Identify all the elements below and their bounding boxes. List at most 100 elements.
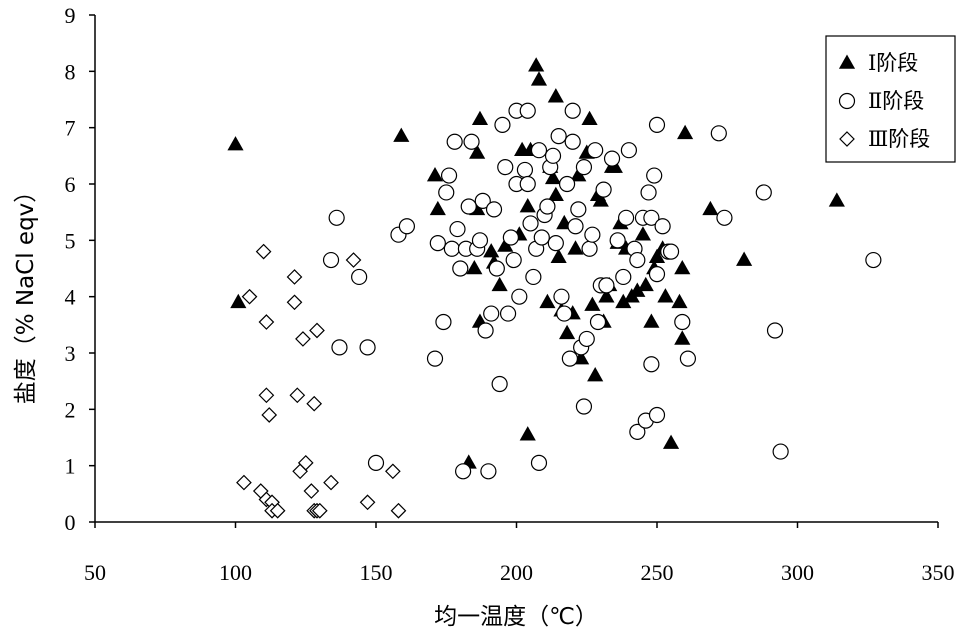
y-tick-label: 9 bbox=[65, 3, 76, 28]
stage-2-point bbox=[446, 133, 463, 150]
stage-2-point bbox=[539, 198, 556, 215]
stage-1-point bbox=[230, 293, 247, 309]
stage-2-point bbox=[480, 463, 497, 480]
stage-3-point bbox=[295, 331, 311, 347]
legend-label-3: Ⅲ阶段 bbox=[868, 127, 930, 151]
stage-2-point bbox=[494, 116, 511, 133]
stage-2-point bbox=[443, 240, 460, 257]
stage-1-point bbox=[519, 426, 536, 441]
y-tick-label: 5 bbox=[65, 228, 76, 253]
stage-2-point bbox=[483, 305, 500, 322]
x-axis-title: 均一温度（℃） bbox=[434, 604, 598, 630]
stage-2-point bbox=[426, 350, 444, 367]
stage-3-point bbox=[323, 474, 339, 491]
stage-2-point bbox=[331, 339, 348, 356]
stage-2-point bbox=[455, 463, 472, 480]
stage-1-point bbox=[634, 226, 652, 241]
series-1 bbox=[227, 57, 845, 469]
stage-3-point bbox=[297, 455, 314, 471]
stage-3-point bbox=[311, 502, 328, 519]
stage-1-point bbox=[592, 192, 609, 207]
stage-2-point bbox=[643, 356, 660, 373]
stage-2-point bbox=[620, 142, 638, 159]
stage-1-point bbox=[227, 136, 244, 151]
x-tick-label: 350 bbox=[922, 560, 955, 585]
stage-2-point bbox=[755, 184, 772, 201]
stage-2-point bbox=[367, 454, 385, 471]
stage-1-point bbox=[466, 260, 483, 275]
stage-2-point bbox=[429, 235, 446, 252]
axes bbox=[94, 15, 938, 523]
stage-2-point bbox=[530, 142, 548, 159]
stage-2-point bbox=[511, 288, 528, 305]
legend: Ⅰ阶段 Ⅱ阶段 Ⅲ阶段 bbox=[825, 35, 956, 163]
stage-1-point bbox=[539, 293, 556, 309]
stage-2-point bbox=[629, 423, 646, 440]
stage-3-point bbox=[261, 407, 278, 423]
stage-2-point bbox=[766, 322, 784, 339]
stage-2-point bbox=[575, 398, 593, 415]
stage-2-point bbox=[547, 235, 564, 252]
stage-1-point bbox=[426, 167, 444, 182]
stage-2-point bbox=[654, 218, 671, 235]
stage-2-point bbox=[772, 443, 789, 460]
stage-2-point bbox=[646, 167, 663, 184]
stage-1-point bbox=[559, 324, 576, 340]
stage-1-point bbox=[429, 200, 446, 216]
stage-1-point bbox=[736, 251, 753, 266]
ticks: 50 100 150 200 250 300 350 0 1 2 3 4 5 6 7 8 9 bbox=[65, 3, 955, 585]
stage-2-point bbox=[679, 350, 697, 367]
stage-1-point bbox=[674, 330, 691, 345]
stage-2-point bbox=[603, 150, 621, 167]
stage-1-point bbox=[677, 124, 694, 140]
stage-2-point bbox=[561, 350, 578, 367]
stage-2-point bbox=[550, 128, 567, 145]
y-tick-label: 4 bbox=[65, 285, 76, 310]
stage-1-point bbox=[637, 276, 654, 292]
stage-1-point bbox=[550, 248, 567, 264]
stage-3-point bbox=[286, 269, 303, 285]
stage-1-point bbox=[702, 200, 719, 216]
y-tick-label: 8 bbox=[65, 59, 76, 84]
y-tick-label: 1 bbox=[65, 454, 76, 479]
legend-label-1: Ⅰ阶段 bbox=[868, 51, 918, 75]
stage-2-point bbox=[463, 133, 480, 150]
stage-2-point bbox=[710, 125, 727, 142]
stage-2-point bbox=[440, 167, 458, 184]
stage-3-point bbox=[289, 387, 306, 404]
legend-marker-2 bbox=[838, 92, 856, 110]
stage-2-point bbox=[525, 268, 542, 286]
stage-1-point bbox=[547, 88, 564, 103]
stage-2-point bbox=[519, 102, 536, 119]
stage-1-point bbox=[657, 288, 674, 303]
stage-2-point bbox=[648, 406, 666, 424]
stage-2-point bbox=[505, 251, 522, 269]
x-tick-label: 150 bbox=[360, 560, 393, 585]
stage-1-point bbox=[587, 367, 604, 382]
stage-2-point bbox=[398, 218, 416, 235]
stage-2-point bbox=[648, 266, 666, 283]
legend-marker-3 bbox=[839, 131, 855, 147]
stage-2-point bbox=[553, 288, 570, 305]
stage-1-point bbox=[528, 57, 545, 72]
stage-3-point bbox=[258, 314, 275, 330]
stage-1-point bbox=[530, 71, 548, 86]
stage-3-point bbox=[255, 243, 272, 260]
stage-1-point bbox=[519, 198, 536, 213]
stage-2-point bbox=[587, 142, 604, 159]
stage-3-point bbox=[241, 288, 258, 305]
stage-1-point bbox=[581, 110, 598, 125]
stage-2-point bbox=[581, 240, 598, 257]
stage-1-point bbox=[584, 296, 601, 311]
stage-1-point bbox=[547, 186, 564, 202]
x-tick-label: 300 bbox=[781, 560, 814, 585]
stage-1-point bbox=[567, 240, 584, 255]
stage-2-point bbox=[629, 251, 646, 269]
legend-label-2: Ⅱ阶段 bbox=[868, 89, 924, 113]
data-points bbox=[227, 57, 882, 519]
stage-3-point bbox=[303, 483, 320, 499]
stage-1-point bbox=[393, 127, 410, 142]
stage-1-point bbox=[471, 110, 489, 125]
series-3 bbox=[236, 243, 407, 519]
y-tick-label: 2 bbox=[65, 397, 76, 422]
